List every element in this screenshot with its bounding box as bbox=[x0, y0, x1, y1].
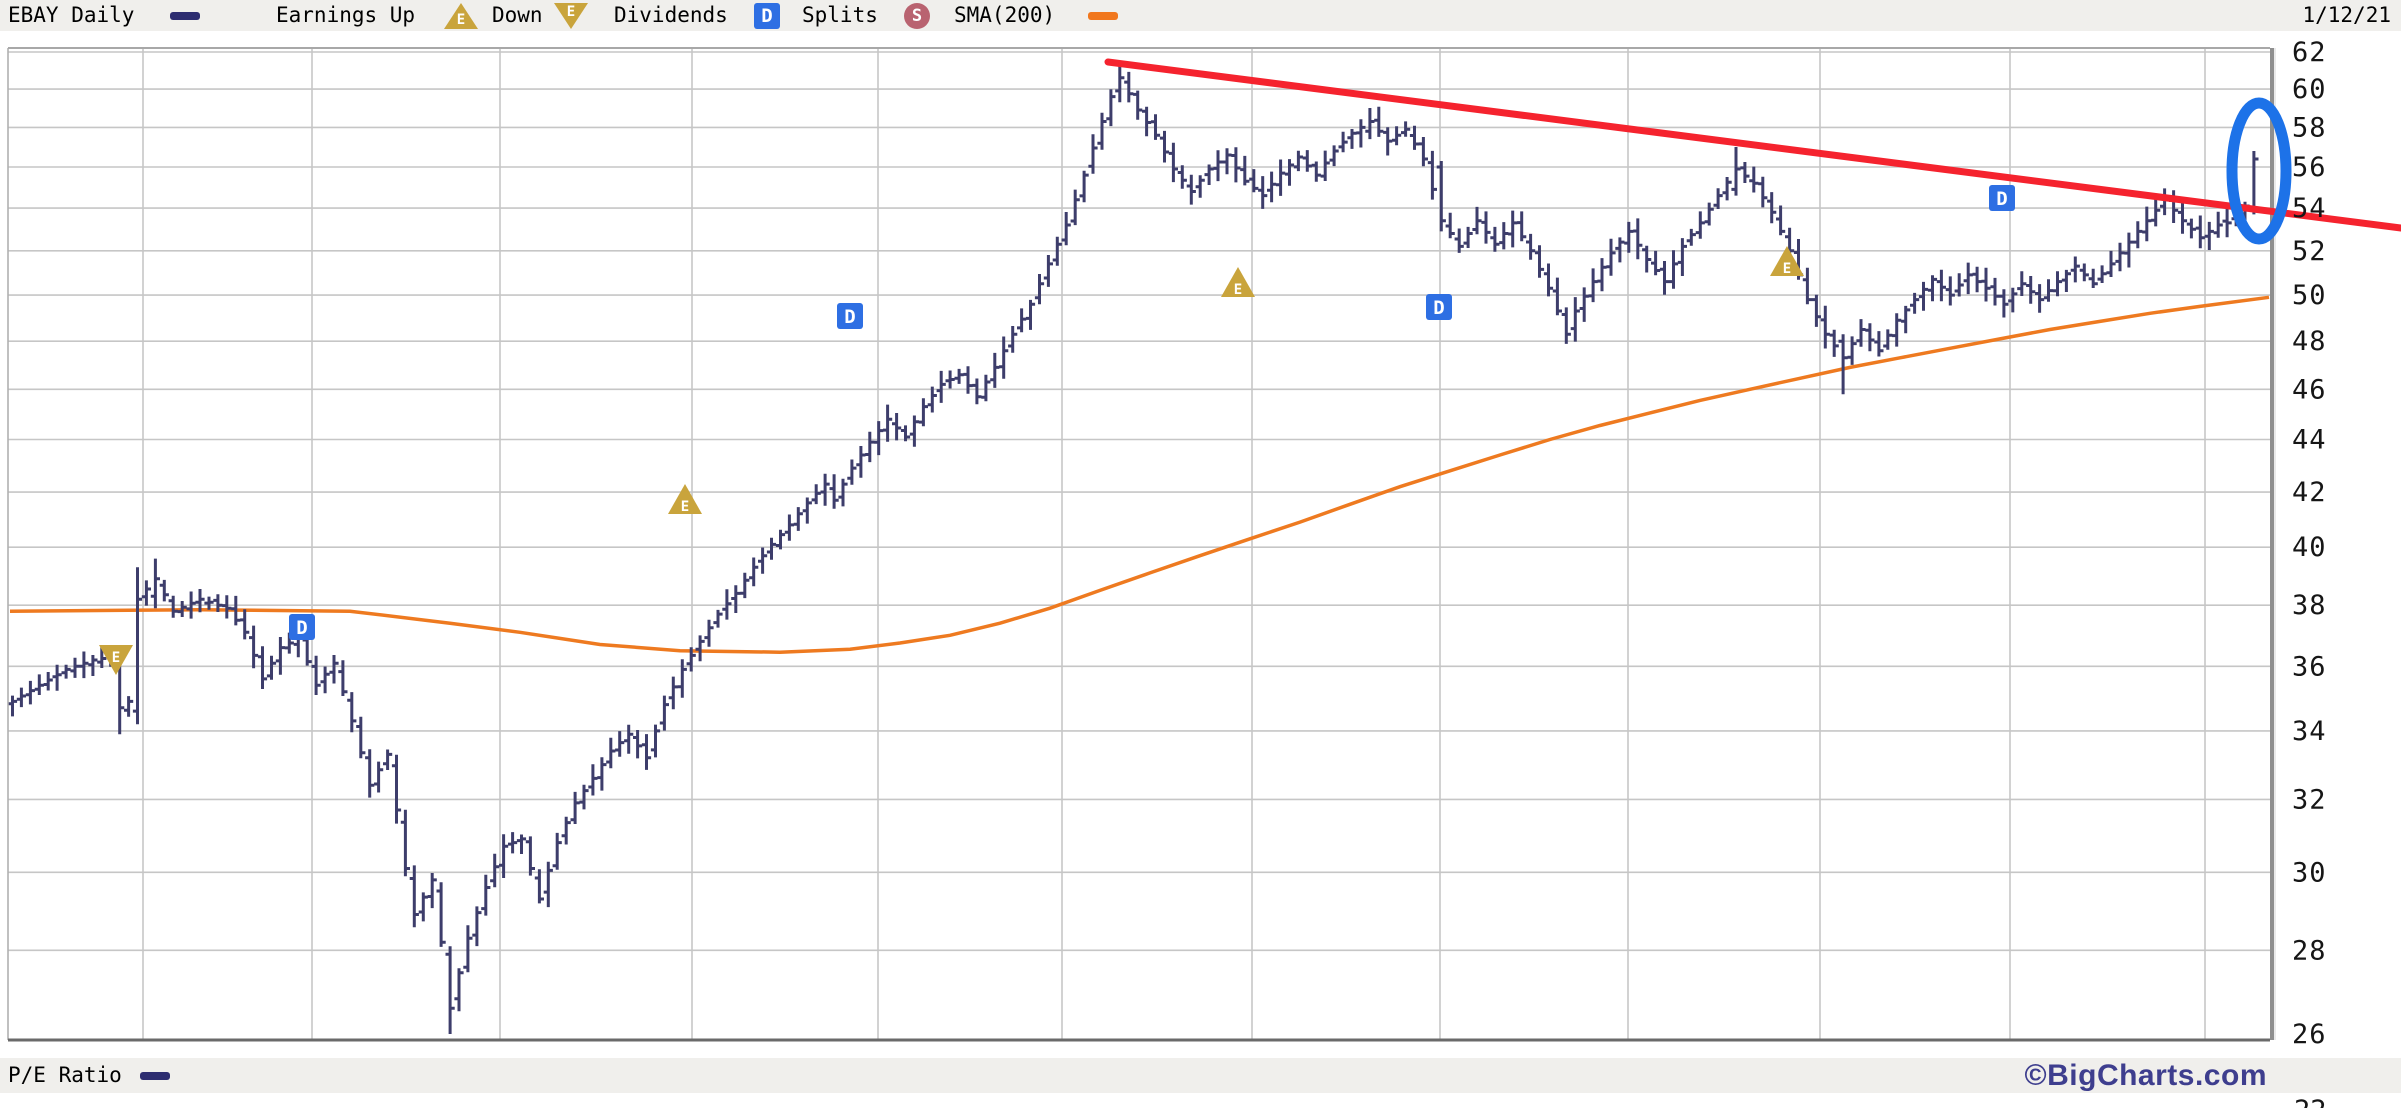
pe-axis-partial-label: 22 bbox=[2294, 1095, 2327, 1108]
svg-text:30: 30 bbox=[2292, 857, 2327, 888]
lower-pane-header: P/E Ratio ©BigCharts.com bbox=[0, 1058, 2401, 1093]
pe-series-dash-icon bbox=[140, 1072, 170, 1080]
svg-text:48: 48 bbox=[2292, 326, 2327, 357]
dividend-icon: D bbox=[754, 3, 780, 29]
svg-text:D: D bbox=[296, 617, 307, 639]
chart-legend-header: EBAY Daily Earnings Up E Down E Dividend… bbox=[0, 0, 2401, 31]
symbol-interval-label: EBAY Daily bbox=[8, 3, 135, 27]
svg-text:E: E bbox=[1234, 282, 1242, 298]
svg-text:26: 26 bbox=[2292, 1019, 2327, 1050]
split-icon: S bbox=[904, 3, 930, 29]
legend-sma-label: SMA(200) bbox=[954, 3, 1056, 27]
svg-text:D: D bbox=[1433, 297, 1444, 319]
svg-text:E: E bbox=[1783, 261, 1791, 277]
earnings-up-marker-icon bbox=[668, 484, 702, 514]
dividend-marker-icon bbox=[1426, 294, 1452, 320]
svg-text:28: 28 bbox=[2292, 935, 2327, 966]
legend-splits-label: Splits bbox=[802, 3, 878, 27]
svg-text:D: D bbox=[1996, 188, 2007, 210]
svg-text:D: D bbox=[844, 306, 855, 328]
svg-text:56: 56 bbox=[2292, 152, 2327, 183]
legend-earnings-up-label: Earnings Up bbox=[276, 3, 416, 27]
svg-text:E: E bbox=[681, 499, 689, 515]
svg-text:44: 44 bbox=[2292, 425, 2327, 456]
legend-dividends-label: Dividends bbox=[614, 3, 728, 27]
svg-text:46: 46 bbox=[2292, 374, 2327, 405]
earnings-up-marker-icon bbox=[1770, 246, 1804, 276]
svg-text:32: 32 bbox=[2292, 784, 2327, 815]
dividend-marker-icon bbox=[1989, 185, 2015, 211]
earnings-down-glyph: E bbox=[566, 4, 576, 20]
dividend-marker-icon bbox=[289, 614, 315, 640]
bigcharts-brand: ©BigCharts.com bbox=[2024, 1059, 2267, 1092]
earnings-up-marker-icon bbox=[1221, 267, 1255, 297]
last-date-label: 1/12/21 bbox=[2302, 3, 2391, 27]
svg-text:36: 36 bbox=[2292, 651, 2327, 682]
highlight-ellipse bbox=[2226, 97, 2292, 245]
earnings-down-marker-icon bbox=[99, 645, 133, 675]
downtrend-line bbox=[1104, 58, 2401, 232]
svg-text:38: 38 bbox=[2292, 590, 2327, 621]
earnings-up-glyph: E bbox=[456, 12, 466, 28]
svg-text:60: 60 bbox=[2292, 74, 2327, 105]
daily-series-dash-icon bbox=[170, 12, 200, 20]
svg-text:42: 42 bbox=[2292, 477, 2327, 508]
svg-text:54: 54 bbox=[2292, 193, 2327, 224]
svg-text:E: E bbox=[112, 650, 120, 666]
svg-text:58: 58 bbox=[2292, 112, 2327, 143]
svg-text:34: 34 bbox=[2292, 716, 2327, 747]
sma-dash-icon bbox=[1088, 12, 1118, 20]
pe-pane-clipped-strip: 22 bbox=[0, 1093, 2401, 1108]
pe-ratio-label: P/E Ratio bbox=[8, 1063, 122, 1087]
svg-text:62: 62 bbox=[2292, 37, 2327, 68]
legend-earnings-down-label: Down bbox=[492, 3, 543, 27]
svg-text:52: 52 bbox=[2292, 236, 2327, 267]
dividend-marker-icon bbox=[837, 303, 863, 329]
svg-text:50: 50 bbox=[2292, 280, 2327, 311]
svg-text:40: 40 bbox=[2292, 532, 2327, 563]
